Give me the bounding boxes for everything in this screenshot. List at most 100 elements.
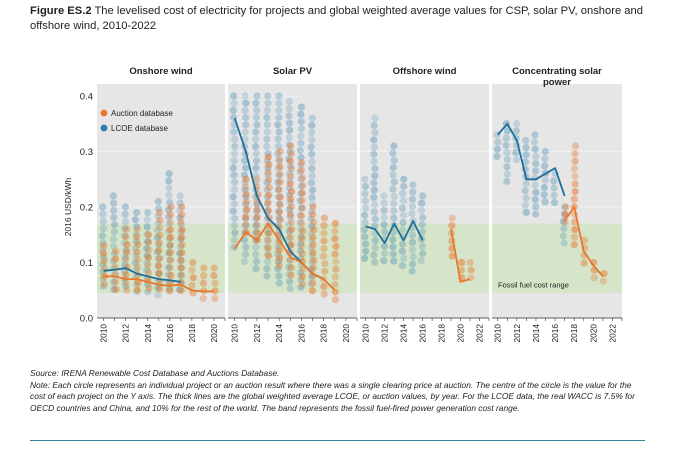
data-point — [370, 208, 378, 216]
data-point — [276, 254, 284, 262]
data-point — [320, 214, 329, 222]
data-point — [380, 213, 388, 222]
data-point — [275, 272, 283, 280]
data-point — [275, 106, 283, 114]
data-point — [361, 240, 370, 248]
data-point — [121, 203, 130, 211]
panel-title: Onshore wind — [129, 66, 193, 77]
x-tick-label: 2010 — [493, 324, 503, 343]
data-point — [571, 180, 579, 188]
data-point — [467, 266, 475, 274]
lcoe-average-line — [365, 220, 424, 244]
data-point — [286, 195, 295, 203]
data-point — [263, 272, 271, 280]
data-point — [111, 263, 119, 271]
data-point — [409, 253, 417, 261]
data-point — [513, 120, 521, 128]
data-point — [502, 134, 510, 142]
data-point — [199, 294, 207, 303]
data-point — [390, 199, 398, 208]
data-point — [521, 187, 529, 195]
data-point — [285, 270, 293, 278]
data-point — [297, 153, 305, 162]
data-point — [389, 185, 397, 193]
data-point — [308, 237, 316, 245]
data-point — [166, 241, 174, 249]
data-point — [253, 206, 261, 214]
data-point — [122, 278, 130, 286]
data-point — [409, 188, 417, 196]
data-point — [241, 250, 250, 258]
data-point — [458, 258, 466, 267]
data-point — [230, 171, 238, 179]
data-point — [253, 207, 261, 215]
data-point — [240, 258, 249, 266]
data-point — [286, 126, 294, 134]
data-point — [560, 203, 569, 211]
data-point — [408, 238, 417, 246]
data-point — [541, 176, 549, 184]
data-point — [230, 128, 238, 136]
data-point — [274, 265, 282, 273]
data-point — [275, 261, 283, 270]
x-tick-label: 2012 — [252, 324, 262, 343]
data-point — [331, 296, 340, 304]
data-point — [165, 249, 173, 257]
data-point — [229, 207, 237, 215]
data-point — [560, 239, 568, 247]
data-point — [560, 225, 568, 233]
data-point — [297, 225, 305, 234]
data-point — [242, 175, 250, 183]
data-point — [570, 241, 578, 249]
data-point — [531, 181, 539, 189]
data-point — [296, 146, 304, 154]
panel-title: Solar PV — [273, 66, 313, 77]
data-point — [210, 272, 218, 280]
data-point — [242, 222, 250, 230]
data-point — [285, 234, 293, 242]
x-tick-label: 2020 — [588, 324, 598, 343]
data-point — [274, 142, 282, 150]
data-point — [134, 256, 142, 264]
data-point — [296, 168, 304, 176]
data-point — [166, 256, 175, 264]
data-point — [263, 243, 271, 251]
data-point — [99, 225, 107, 233]
data-point — [132, 237, 140, 245]
x-tick-label: 2016 — [165, 324, 175, 343]
data-point — [308, 208, 316, 216]
auction-average-line — [450, 229, 471, 283]
data-point — [133, 208, 141, 217]
data-point — [229, 164, 238, 172]
data-point — [532, 160, 540, 168]
figure-caption: Figure ES.2 The levelised cost of electr… — [30, 4, 650, 34]
data-point — [370, 157, 378, 165]
data-point — [285, 112, 293, 120]
data-point — [241, 106, 249, 114]
data-point — [230, 150, 239, 158]
data-point — [298, 197, 306, 205]
x-tick-label: 2014 — [143, 324, 153, 343]
data-point — [522, 194, 530, 202]
data-point — [120, 232, 129, 240]
data-point — [154, 284, 162, 292]
data-point — [153, 233, 162, 242]
data-point — [361, 175, 369, 183]
data-point — [275, 185, 283, 194]
data-point — [109, 235, 118, 243]
data-point — [252, 214, 260, 222]
data-point — [532, 203, 540, 211]
data-point — [252, 114, 260, 122]
data-point — [390, 207, 398, 215]
data-point — [398, 247, 406, 255]
data-point — [143, 223, 151, 231]
data-point — [176, 249, 184, 258]
data-point — [531, 145, 539, 153]
data-point — [286, 157, 294, 165]
data-point — [230, 222, 238, 230]
data-point — [297, 276, 305, 284]
data-point — [242, 114, 250, 122]
data-point — [522, 144, 530, 152]
data-point — [155, 284, 164, 293]
data-point — [242, 221, 250, 229]
